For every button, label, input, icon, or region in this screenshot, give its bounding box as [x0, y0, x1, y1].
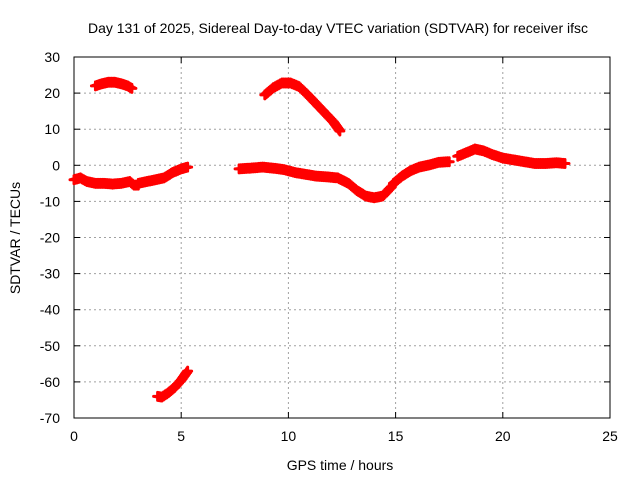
x-tick-label: 25	[602, 428, 618, 444]
data-point	[443, 156, 455, 168]
y-tick-label: -40	[40, 302, 60, 318]
chart-title: Day 131 of 2025, Sidereal Day-to-day VTE…	[88, 20, 588, 36]
y-tick-label: 10	[44, 121, 60, 137]
y-tick-label: -70	[40, 410, 60, 426]
x-tick-label: 20	[495, 428, 511, 444]
series-arc-7	[387, 156, 455, 189]
y-tick-label: -60	[40, 374, 60, 390]
data-point	[126, 82, 138, 94]
y-tick-label: 0	[52, 157, 60, 173]
y-tick-label: 30	[44, 49, 60, 65]
y-axis-label: SDTVAR / TECUs	[7, 182, 23, 294]
series-arc-8	[452, 143, 571, 169]
series-arc-6	[259, 77, 346, 137]
x-tick-label: 10	[281, 428, 297, 444]
x-tick-label: 0	[70, 428, 78, 444]
data-point	[334, 125, 346, 137]
data-points	[68, 76, 571, 403]
x-tick-label: 5	[177, 428, 185, 444]
series-arc-2	[89, 76, 138, 94]
data-point	[182, 161, 194, 173]
y-tick-label: -50	[40, 338, 60, 354]
x-axis-label: GPS time / hours	[287, 457, 394, 473]
series-arc-4	[152, 365, 194, 403]
series-arc-3	[132, 161, 194, 189]
series-arc-5	[233, 161, 397, 204]
axis-ticks: 0 5 10 15 20 25 -70 -60 -50 -40 -30 -20 -10 0 10 20 30	[40, 49, 618, 444]
data-point	[559, 157, 571, 169]
y-tick-label: -30	[40, 266, 60, 282]
data-point	[182, 365, 194, 377]
x-tick-label: 15	[388, 428, 404, 444]
y-tick-label: -10	[40, 193, 60, 209]
y-tick-label: 20	[44, 85, 60, 101]
y-tick-label: -20	[40, 230, 60, 246]
